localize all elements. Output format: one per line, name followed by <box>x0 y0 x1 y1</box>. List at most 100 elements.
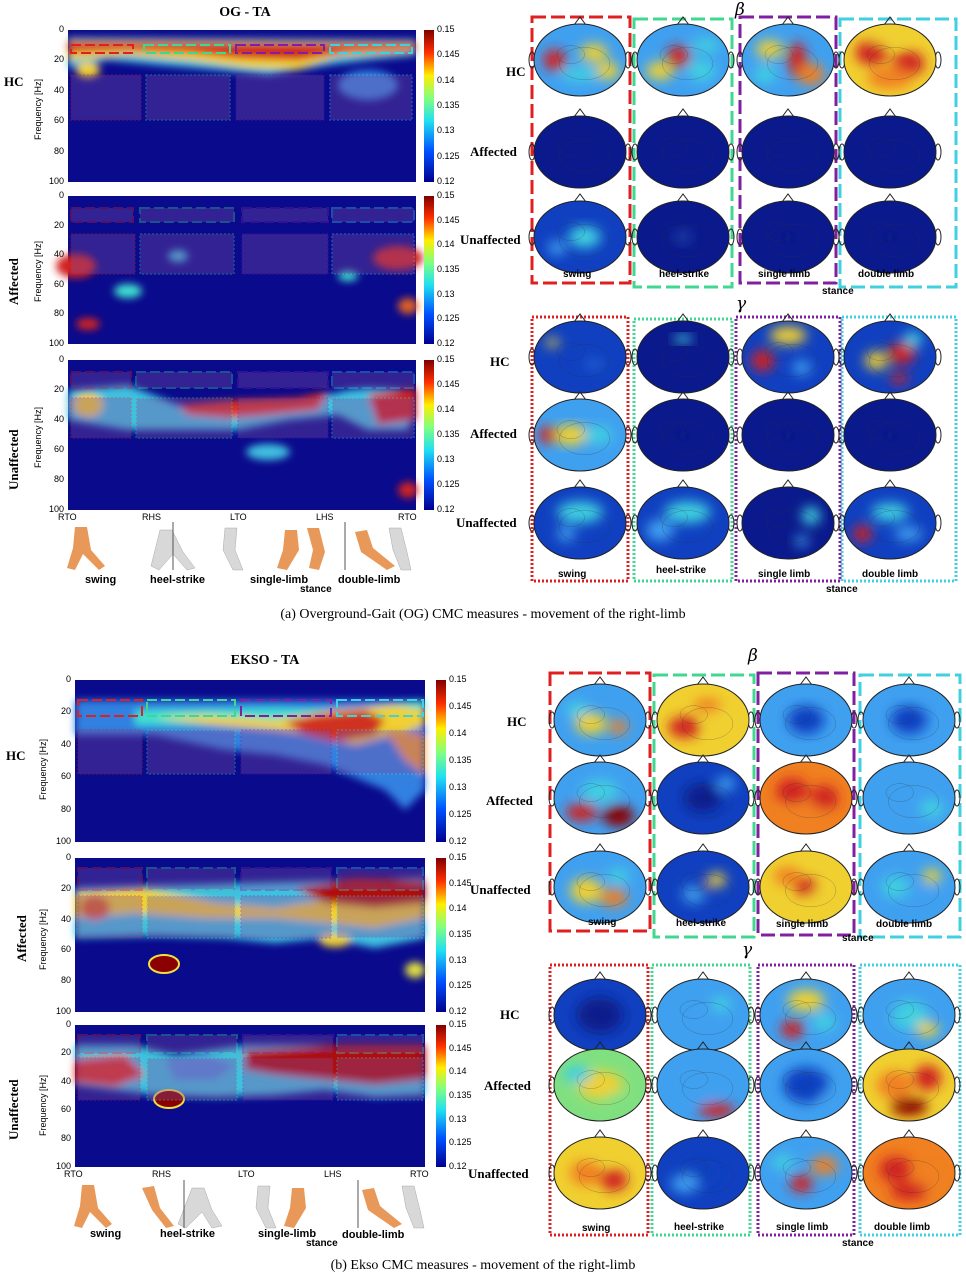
phase-frame <box>650 963 752 1237</box>
topomap-head <box>857 676 961 757</box>
topomap-head <box>548 676 652 757</box>
row-label-b-unaffected: Unaffected <box>6 1079 21 1140</box>
topomap-head <box>528 391 632 472</box>
colorbar-tick: 0.12 <box>449 1006 467 1016</box>
colorbar-tick: 0.135 <box>449 1090 472 1100</box>
colorbar-tick: 0.145 <box>437 379 460 389</box>
topomap-head <box>754 843 858 924</box>
ytick: 20 <box>53 219 64 230</box>
topomap-head <box>651 1041 755 1122</box>
colorbar-tick: 0.125 <box>437 479 460 489</box>
ytick: 40 <box>53 84 64 95</box>
topomap-head <box>528 16 632 97</box>
colorbar-tick: 0.12 <box>437 338 455 348</box>
colorbar-tick: 0.12 <box>449 1161 467 1171</box>
ytick: 100 <box>55 836 71 846</box>
ytick: 100 <box>55 1006 71 1016</box>
topomap-head <box>838 108 942 189</box>
topomap-head <box>754 676 858 757</box>
topo-b-beta-stance: stance <box>842 933 874 944</box>
topomap-head <box>631 16 735 97</box>
colorbar-tick: 0.13 <box>449 1113 467 1124</box>
ytick: 0 <box>65 852 71 862</box>
topo-a-beta-swing: swing <box>563 269 592 280</box>
topomap-head <box>736 193 840 274</box>
colorbar-tick: 0.15 <box>449 852 467 862</box>
topomap-head <box>548 971 652 1052</box>
row-label-a-affected: Affected <box>6 258 21 305</box>
colorbar-tick: 0.13 <box>437 288 455 299</box>
topomap-head <box>736 108 840 189</box>
topomap-head <box>736 479 840 560</box>
topomap-head <box>651 971 755 1052</box>
gait-figures-b <box>74 1180 425 1229</box>
topo-a-gamma-heel-strike: heel-strike <box>656 565 707 576</box>
phase-frame <box>838 17 958 289</box>
colorbar-tick: 0.13 <box>437 125 455 136</box>
gait-event-rto-2: RTO <box>398 512 417 522</box>
beta-symbol-b: β <box>748 646 758 666</box>
ytick: 0 <box>58 24 64 34</box>
gait-event-b-lhs: LHS <box>324 1169 342 1179</box>
colorbar-tick: 0.14 <box>449 903 467 914</box>
colorbar-tick: 0.145 <box>437 214 460 225</box>
colorbar-tick: 0.125 <box>449 809 472 819</box>
topo-b-beta-double-limb: double limb <box>876 919 933 930</box>
colorbar-a-unaffected <box>424 360 434 510</box>
ytick: 80 <box>53 308 64 319</box>
ytick: 0 <box>58 190 64 200</box>
topo-a-gamma-stance: stance <box>826 584 858 595</box>
phase-a-single-limb: single-limb <box>250 574 309 586</box>
topo-a-beta-unaffected-label: Unaffected <box>460 232 521 247</box>
beta-symbol-a: β <box>735 0 745 20</box>
heatmap-a-unaffected <box>68 360 418 510</box>
colorbar-b-unaffected <box>436 1025 446 1167</box>
gait-event-rto-1: RTO <box>58 512 77 522</box>
colorbar-b-hc <box>436 680 446 842</box>
colorbar-a-affected <box>424 196 434 344</box>
gait-event-b-lto: LTO <box>238 1169 255 1179</box>
topomap-head <box>857 1041 961 1122</box>
topomap-head <box>548 843 652 924</box>
ytick: 100 <box>55 1161 71 1171</box>
gait-figures-a <box>67 522 412 571</box>
ytick: 80 <box>53 145 64 156</box>
topomap-head <box>548 1129 652 1210</box>
topo-b-beta-heel-strike: heel-strike <box>676 918 727 929</box>
topomap-grid-a <box>528 15 958 583</box>
ytick: 20 <box>60 706 71 717</box>
topomap-head <box>651 843 755 924</box>
topo-a-beta-single-limb: single limb <box>758 269 811 280</box>
ytick: 60 <box>60 944 71 955</box>
gait-event-lhs: LHS <box>316 512 334 522</box>
colorbar-tick: 0.12 <box>449 836 467 846</box>
phase-frame <box>530 315 630 583</box>
topo-b-gamma-double-limb: double limb <box>874 1222 931 1233</box>
ytick: 80 <box>60 975 71 986</box>
ytick: 0 <box>65 674 71 684</box>
ylabel-b-affected: Frequency [Hz] <box>38 908 48 970</box>
topo-a-beta-stance: stance <box>822 286 854 297</box>
topo-b-beta-swing: swing <box>588 917 617 928</box>
ytick: 80 <box>53 474 64 484</box>
topo-a-beta-double-limb: double limb <box>858 269 915 280</box>
colorbar-tick: 0.125 <box>449 1137 472 1148</box>
phase-b-single-limb: single-limb <box>258 1228 317 1240</box>
colorbar-tick: 0.145 <box>437 49 460 60</box>
topo-a-gamma-hc-label: HC <box>490 354 510 369</box>
ytick: 20 <box>60 882 71 893</box>
colorbar-tick: 0.15 <box>449 1019 467 1029</box>
colorbar-tick: 0.135 <box>437 264 460 274</box>
colorbar-tick: 0.13 <box>449 954 467 965</box>
row-label-a-unaffected: Unaffected <box>6 429 21 490</box>
topo-a-gamma-unaffected-label: Unaffected <box>456 515 517 530</box>
phase-frame <box>632 317 734 583</box>
topomap-head <box>651 676 755 757</box>
topo-a-beta-hc-label: HC <box>506 64 526 79</box>
ytick: 40 <box>53 414 64 424</box>
ytick: 0 <box>65 1019 71 1029</box>
colorbar-tick: 0.15 <box>437 190 455 200</box>
colorbar-tick: 0.15 <box>437 354 455 364</box>
topo-b-gamma-hc-label: HC <box>500 1007 520 1022</box>
phase-frame <box>548 963 650 1237</box>
